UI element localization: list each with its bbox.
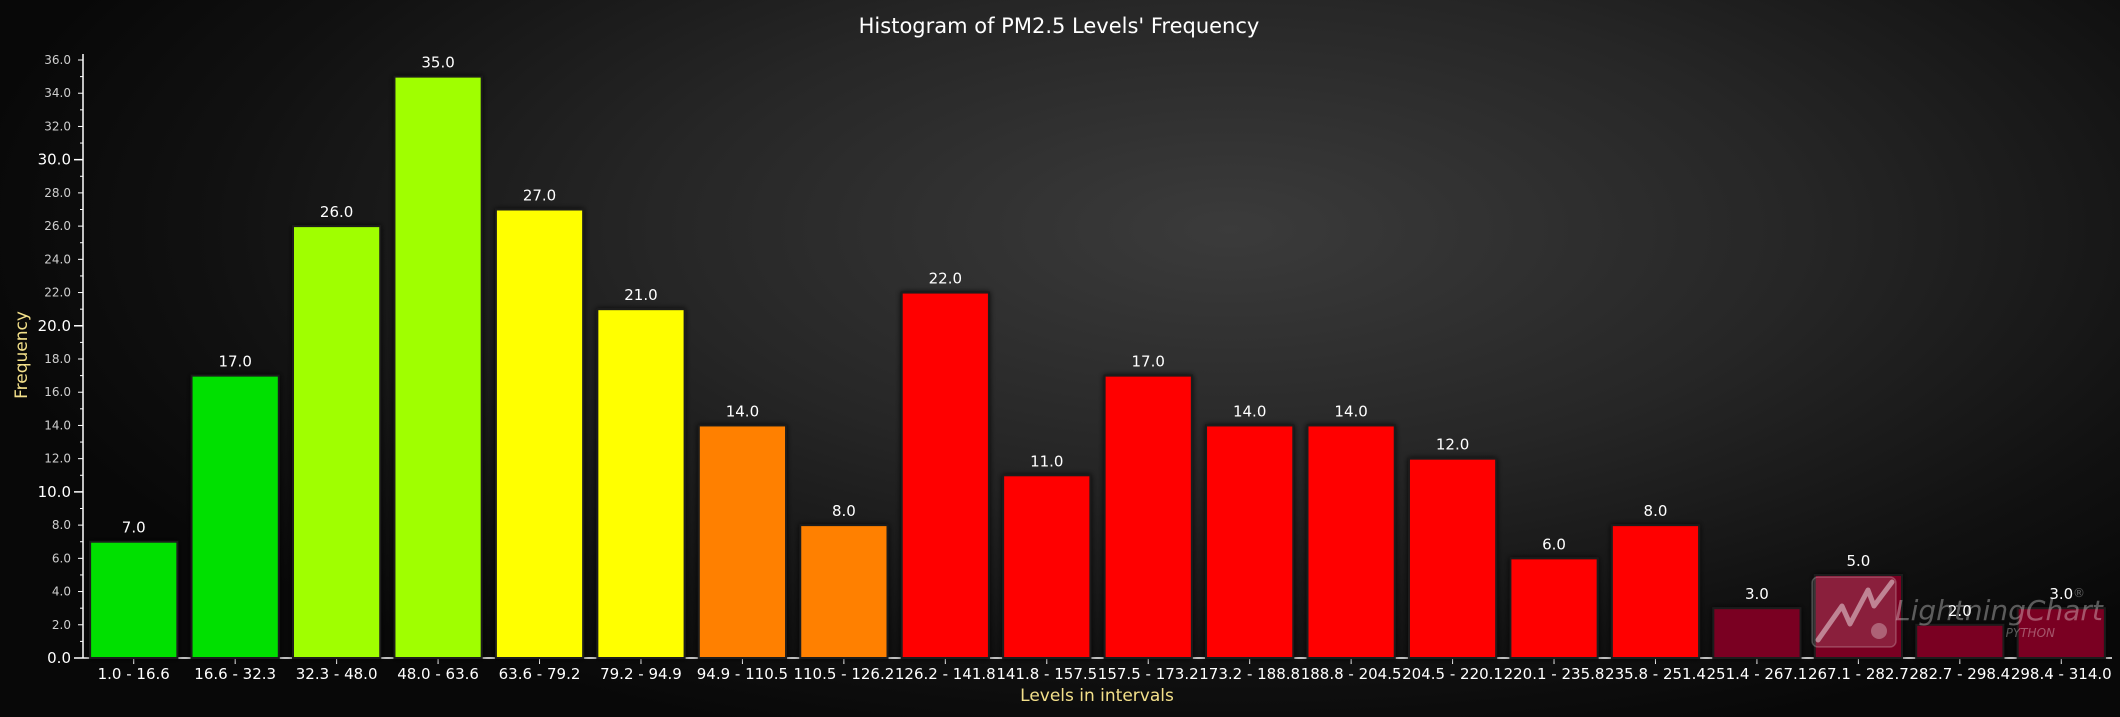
bar[interactable] <box>1712 607 1802 660</box>
bar[interactable] <box>1002 474 1092 659</box>
y-tick-label: 4.0 <box>52 585 71 599</box>
chart-title: Histogram of PM2.5 Levels' Frequency <box>859 14 1260 38</box>
x-tick-label: 32.3 - 48.0 <box>296 665 378 683</box>
bar[interactable] <box>1103 374 1193 659</box>
data-label: 3.0 <box>2049 585 2073 603</box>
data-label: 22.0 <box>929 270 962 288</box>
y-tick-label: 16.0 <box>44 385 71 399</box>
x-tick-label: 110.5 - 126.2 <box>793 665 894 683</box>
data-label: 12.0 <box>1436 436 1469 454</box>
data-label: 3.0 <box>1745 585 1769 603</box>
data-label: 27.0 <box>523 187 556 205</box>
x-tick-label: 94.9 - 110.5 <box>697 665 788 683</box>
data-label: 14.0 <box>1233 402 1266 420</box>
bar[interactable] <box>1610 524 1701 659</box>
x-tick-label: 157.5 - 173.2 <box>1098 665 1199 683</box>
bar[interactable] <box>1813 573 1903 660</box>
bar-series <box>89 75 2106 660</box>
x-tick-label: 188.8 - 204.5 <box>1301 665 1402 683</box>
data-label: 14.0 <box>726 402 759 420</box>
bar[interactable] <box>2016 607 2106 660</box>
data-label: 26.0 <box>320 203 353 221</box>
y-tick-label: 32.0 <box>44 119 71 133</box>
data-label: 17.0 <box>218 353 251 371</box>
bar[interactable] <box>292 225 382 659</box>
bar[interactable] <box>900 291 990 659</box>
y-tick-label: 28.0 <box>44 186 71 200</box>
watermark-sub: PYTHON <box>2006 626 2055 640</box>
y-tick-label: 34.0 <box>44 86 71 100</box>
data-label: 5.0 <box>1846 552 1870 570</box>
x-tick-label: 282.7 - 298.4 <box>1909 665 2010 683</box>
x-tick-label: 79.2 - 94.9 <box>600 665 682 683</box>
x-axis <box>83 657 2112 664</box>
bar[interactable] <box>697 424 788 660</box>
lightningchart-logo-icon <box>1811 576 1897 648</box>
watermark-brand: LightningChart <box>1895 594 2104 627</box>
bar[interactable] <box>799 524 889 659</box>
y-tick-label: 6.0 <box>52 551 71 565</box>
y-tick-label: 30.0 <box>38 151 71 169</box>
x-tick-label: 251.4 - 267.1 <box>1707 665 1808 683</box>
bar[interactable] <box>1509 557 1599 659</box>
y-tick-label: 2.0 <box>52 618 71 632</box>
data-label: 8.0 <box>1644 502 1668 520</box>
data-label: 8.0 <box>832 502 856 520</box>
data-label: 2.0 <box>1948 602 1972 620</box>
y-tick-label: 36.0 <box>44 53 71 67</box>
x-tick-label: 298.4 - 314.0 <box>2011 665 2112 683</box>
x-tick-label: 141.8 - 157.5 <box>996 665 1097 683</box>
y-tick-label: 20.0 <box>38 317 71 335</box>
x-tick-label: 16.6 - 32.3 <box>194 665 276 683</box>
x-tick-label: 126.2 - 141.8 <box>895 665 996 683</box>
watermark-registered: ® <box>2073 586 2085 600</box>
bar[interactable] <box>1407 457 1498 659</box>
y-tick-label: 14.0 <box>44 418 71 432</box>
bar[interactable] <box>596 308 686 659</box>
data-label: 11.0 <box>1030 452 1063 470</box>
x-tick-label: 63.6 - 79.2 <box>499 665 581 683</box>
x-tick-label: 235.8 - 251.4 <box>1605 665 1706 683</box>
y-axis-title: Frequency <box>12 311 32 399</box>
watermark: LightningChart ® PYTHON <box>1811 576 2104 648</box>
y-tick-label: 8.0 <box>52 518 71 532</box>
category-labels: 1.0 - 16.6 16.6 - 32.3 32.3 - 48.0 48.0 - 6… <box>98 665 2112 683</box>
y-tick-label: 10.0 <box>38 483 71 501</box>
data-label: 17.0 <box>1132 353 1165 371</box>
bar[interactable] <box>1306 424 1396 660</box>
bar[interactable] <box>393 75 483 660</box>
y-tick-label: 0.0 <box>47 649 71 667</box>
x-tick-label: 267.1 - 282.7 <box>1808 665 1909 683</box>
bar[interactable] <box>494 208 585 659</box>
data-label: 6.0 <box>1542 535 1566 553</box>
y-tick-label: 12.0 <box>44 452 71 466</box>
x-tick-label: 204.5 - 220.1 <box>1402 665 1503 683</box>
data-label: 7.0 <box>122 519 146 537</box>
y-tick-label: 26.0 <box>44 219 71 233</box>
x-tick-label: 1.0 - 16.6 <box>98 665 170 683</box>
x-axis-title: Levels in intervals <box>1020 686 1174 706</box>
bar[interactable] <box>190 374 280 659</box>
data-label: 35.0 <box>421 54 454 72</box>
y-tick-label: 18.0 <box>44 352 71 366</box>
bar[interactable] <box>89 540 179 660</box>
y-tick-label: 22.0 <box>44 286 71 300</box>
y-axis: 0.0 10.0 20.0 30.0 2.0 4.0 6.0 8.0 12.0 14.0 16.0 1… <box>38 53 84 667</box>
bar[interactable] <box>1205 424 1295 660</box>
data-label: 14.0 <box>1334 402 1367 420</box>
x-tick-label: 173.2 - 188.8 <box>1199 665 1300 683</box>
data-label: 21.0 <box>624 286 657 304</box>
x-tick-label: 220.1 - 235.8 <box>1504 665 1605 683</box>
x-tick-label: 48.0 - 63.6 <box>397 665 479 683</box>
y-tick-label: 24.0 <box>44 252 71 266</box>
bar[interactable] <box>1915 623 2005 659</box>
data-labels: 7.0 17.0 26.0 35.0 27.0 21.0 14.0 8.0 22.0 11.0 17… <box>122 54 2073 620</box>
